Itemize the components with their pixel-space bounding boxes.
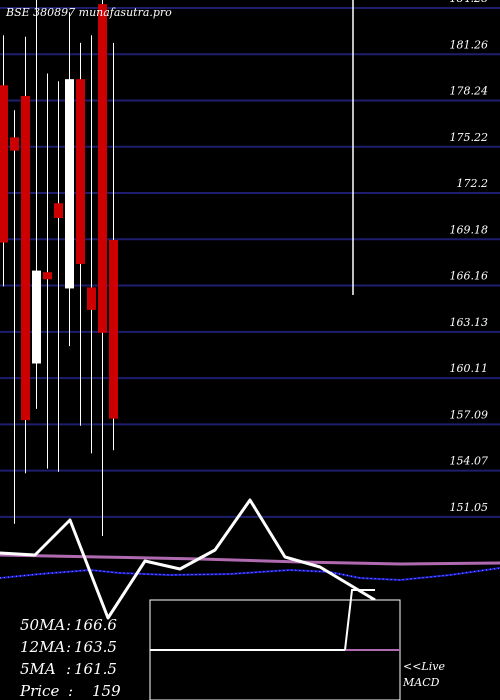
candle-body xyxy=(10,137,19,151)
candle-body xyxy=(0,85,8,243)
y-tick-label: 175.22 xyxy=(450,131,489,144)
y-tick-label: 178.24 xyxy=(450,85,489,98)
y-tick-label: 184.28 xyxy=(450,0,489,5)
candle-body xyxy=(43,272,52,280)
macd-line xyxy=(344,589,375,651)
y-tick-label: 160.11 xyxy=(450,362,489,375)
y-tick-label: 163.13 xyxy=(450,316,489,329)
candle-body xyxy=(109,239,118,419)
macd-panel: <<Live MACD xyxy=(149,589,445,700)
indicator-value: 166.6 xyxy=(74,616,117,634)
candle xyxy=(76,42,85,426)
candle xyxy=(43,73,52,469)
y-tick-label: 166.16 xyxy=(450,270,489,283)
indicator-value: 163.5 xyxy=(74,638,117,656)
candles xyxy=(0,0,118,537)
candle xyxy=(87,35,96,454)
y-tick-label: 181.26 xyxy=(450,38,489,51)
indicator-separator: : xyxy=(66,660,71,678)
indicator-name: 12MA xyxy=(20,638,65,656)
candle xyxy=(54,81,63,472)
candle xyxy=(10,110,19,524)
ma-short-dotted xyxy=(0,567,500,581)
candle-body xyxy=(54,203,63,219)
indicator-name: Price xyxy=(19,682,59,700)
y-tick-label: 169.18 xyxy=(450,223,489,236)
candle xyxy=(21,36,30,474)
indicator-separator: : xyxy=(68,682,73,700)
price-line xyxy=(0,498,376,620)
candle xyxy=(65,12,74,347)
macd-label: MACD xyxy=(402,676,440,689)
candle-body xyxy=(32,270,41,364)
macd-label: <<Live xyxy=(403,660,445,673)
indicator-value: 161.5 xyxy=(74,660,117,678)
candle-body xyxy=(98,4,107,333)
candle-body xyxy=(65,79,74,289)
candle xyxy=(32,0,41,409)
y-tick-label: 151.05 xyxy=(450,501,489,514)
indicator-name: 50MA xyxy=(20,616,65,634)
indicator-name: 5MA xyxy=(20,660,56,678)
symbol-label: BSE 380897 munafasutra.pro xyxy=(5,6,172,19)
lower-panel-lines xyxy=(0,498,500,620)
candle-body xyxy=(87,287,96,310)
y-tick-label: 157.09 xyxy=(450,408,489,421)
candle-body xyxy=(76,79,85,264)
y-axis-ticks: 184.28 181.26 178.24 175.22 172.2 169.18 166.1… xyxy=(450,0,489,514)
candle xyxy=(109,42,118,451)
candle xyxy=(98,0,107,537)
y-tick-label: 154.07 xyxy=(450,455,489,468)
indicator-separator: : xyxy=(66,616,71,634)
candle-body xyxy=(21,96,30,421)
indicator-separator: : xyxy=(66,638,71,656)
candle xyxy=(0,35,8,287)
y-tick-label: 172.2 xyxy=(457,177,489,190)
indicator-value: 159 xyxy=(92,682,121,700)
